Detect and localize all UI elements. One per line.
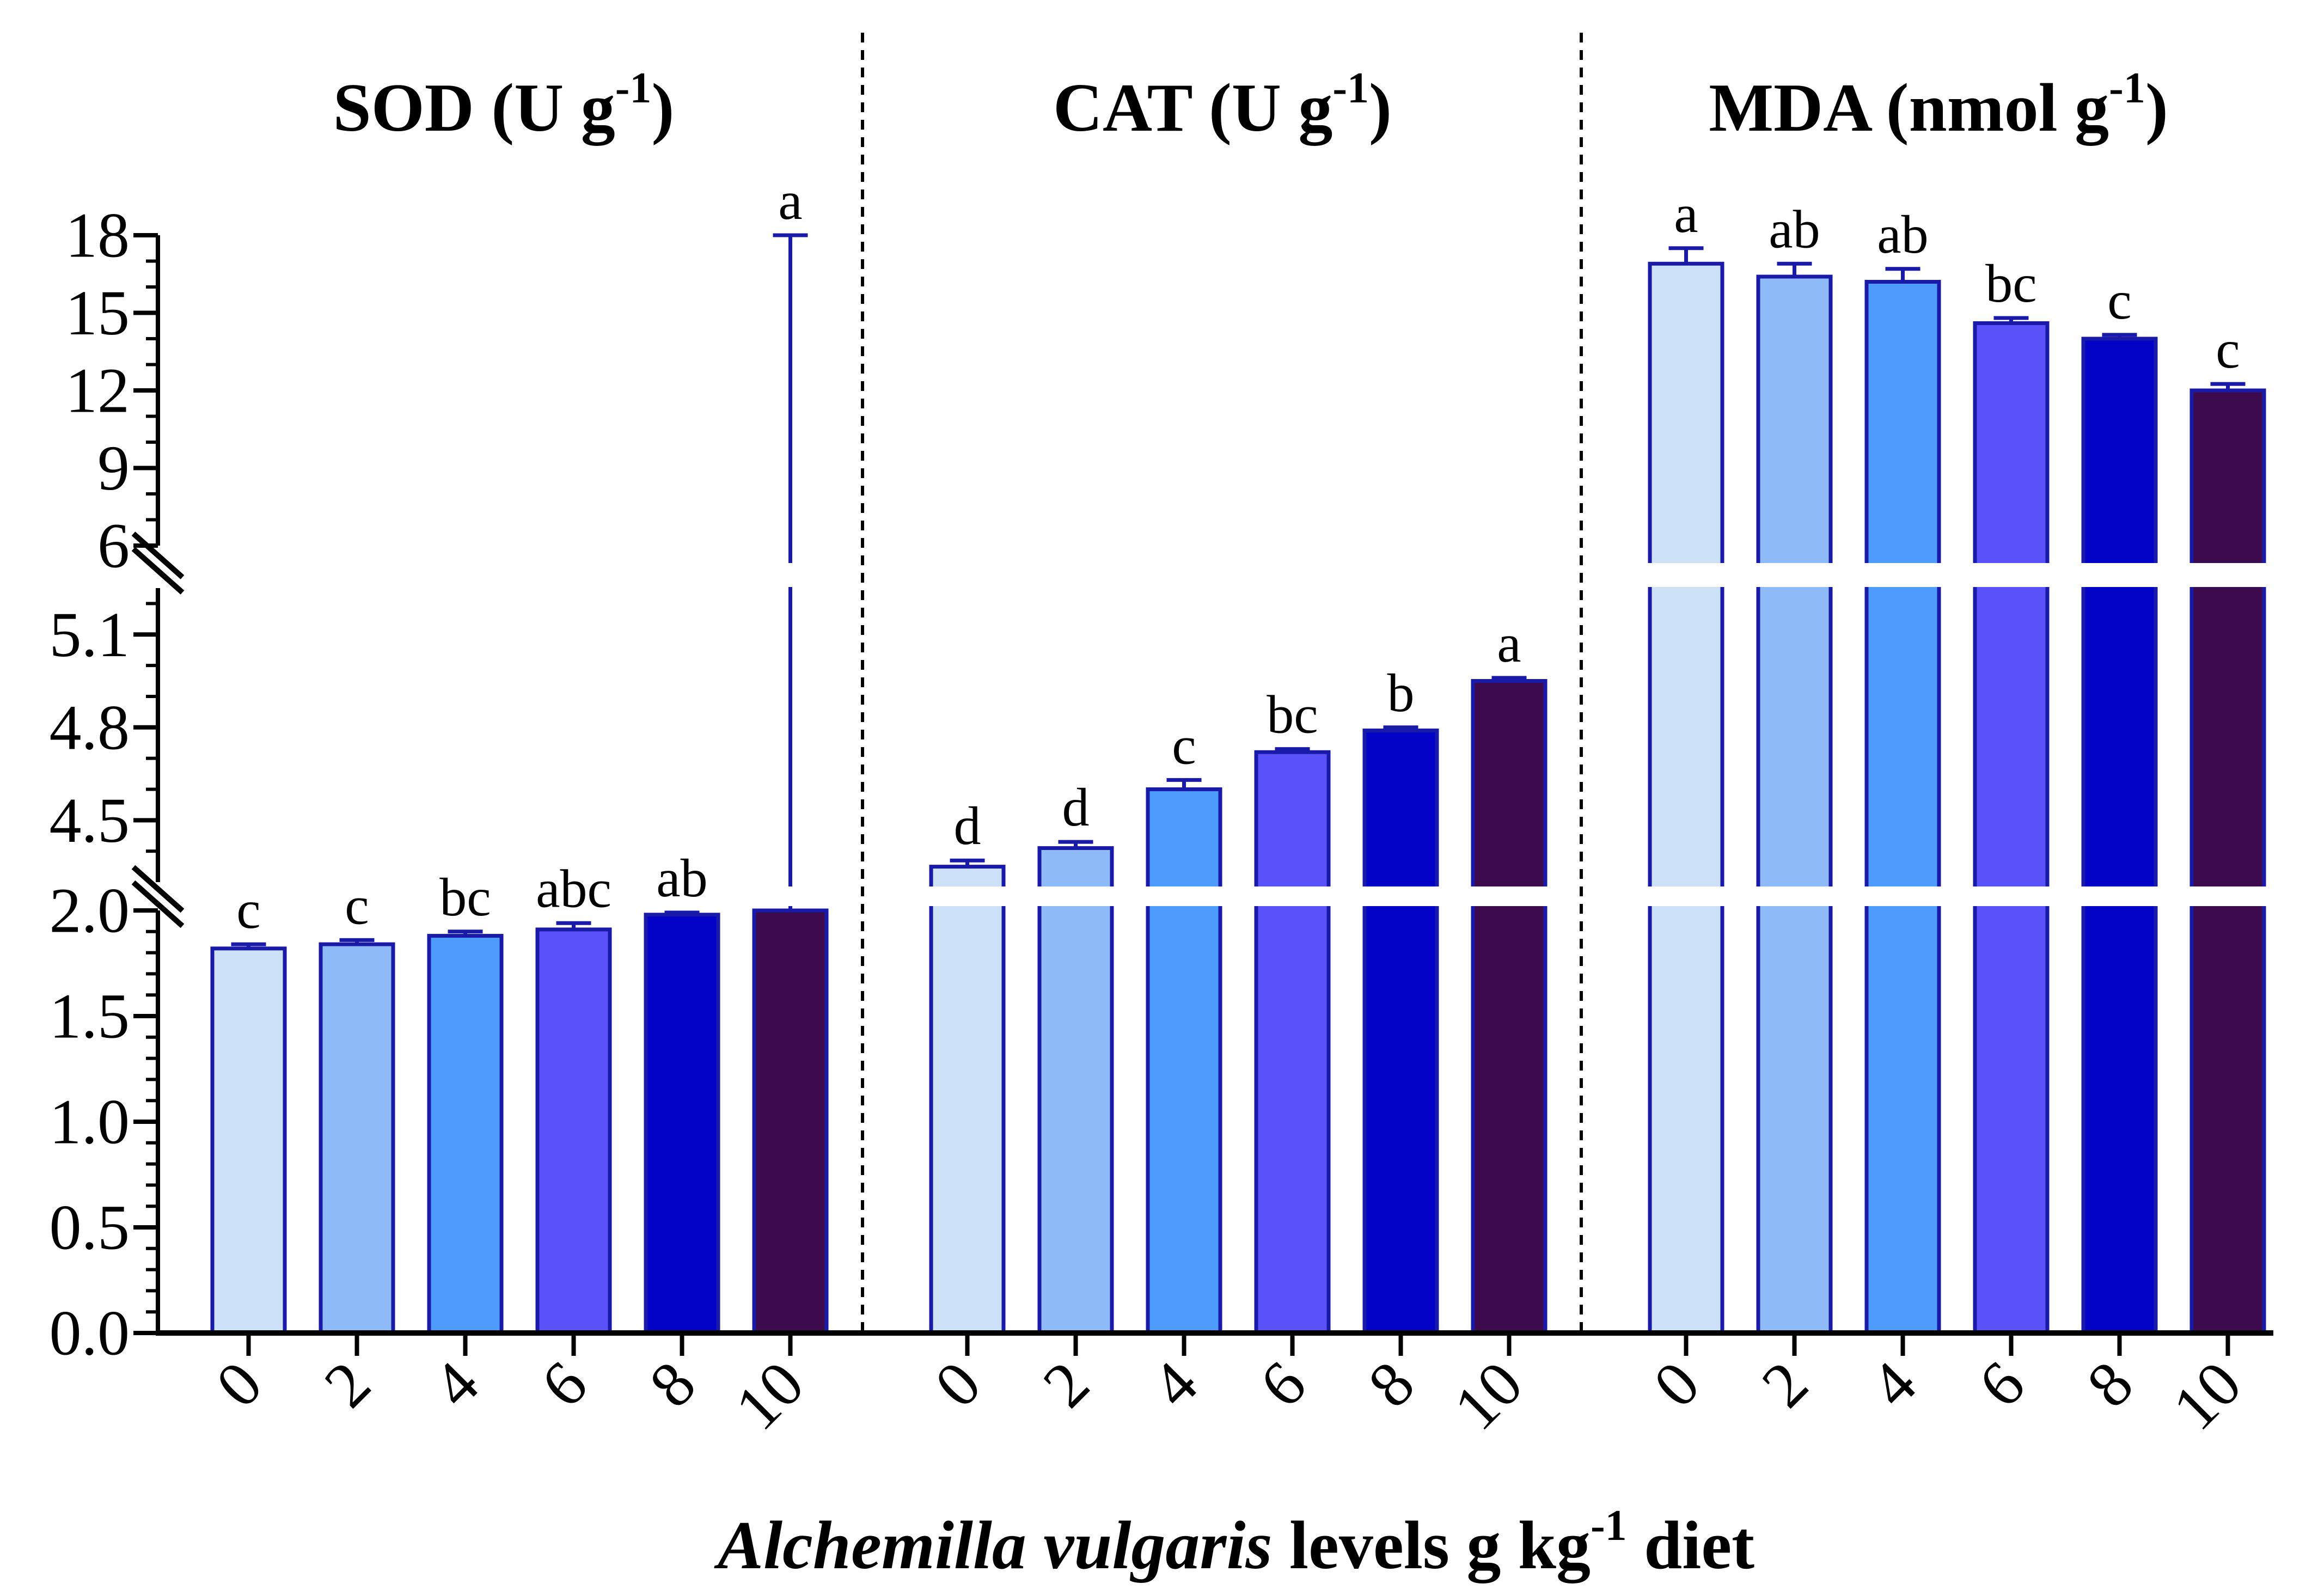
significance-letter-cat-8: b bbox=[1387, 663, 1415, 723]
significance-letter-mda-4: ab bbox=[1877, 204, 1928, 265]
panel-mda bbox=[1648, 246, 2266, 1335]
axis-break-band-2 bbox=[180, 563, 2273, 587]
significance-letter-mda-10: c bbox=[2216, 319, 2240, 380]
panel-title-main: SOD (U g bbox=[333, 70, 615, 146]
significance-letter-cat-10: a bbox=[1497, 613, 1521, 674]
bar-sod-6 bbox=[535, 927, 612, 1335]
x-tick-label-cat-0: 0 bbox=[921, 1348, 994, 1421]
bar-sod-10 bbox=[752, 908, 829, 1335]
y-tick-label-0.5: 0.5 bbox=[50, 1192, 130, 1263]
axes-layer bbox=[131, 33, 2273, 1356]
significance-letter-sod-6: abc bbox=[536, 858, 611, 919]
bar-mda-2 bbox=[1756, 274, 1833, 1335]
panel-title-sod: SOD (U g-1) bbox=[333, 64, 675, 146]
y-tick-label-1.0: 1.0 bbox=[50, 1086, 130, 1158]
x-tick-label-sod-6: 6 bbox=[528, 1348, 601, 1421]
x-tick-label-cat-6: 6 bbox=[1246, 1348, 1319, 1421]
x-tick-label-cat-10: 10 bbox=[1440, 1348, 1536, 1444]
bar-cat-10 bbox=[1471, 679, 1548, 1335]
bar-mda-8 bbox=[2081, 337, 2158, 1335]
x-tick-label-mda-6: 6 bbox=[1965, 1348, 2038, 1421]
x-axis-title: Alchemilla vulgaris levels g kg-1 diet bbox=[714, 1502, 1754, 1583]
panel-title-end: ) bbox=[2145, 70, 2168, 146]
bar-mda-4 bbox=[1864, 280, 1941, 1335]
panel-title-end: ) bbox=[1369, 70, 1392, 146]
significance-letter-sod-10: a bbox=[778, 170, 802, 231]
x-tick-label-cat-2: 2 bbox=[1030, 1348, 1103, 1421]
bar-cat-8 bbox=[1362, 728, 1439, 1335]
x-tick-label-sod-2: 2 bbox=[311, 1348, 384, 1421]
axis-break-band-1 bbox=[180, 886, 2273, 906]
bar-sod-8 bbox=[644, 913, 720, 1335]
bar-sod-0 bbox=[210, 946, 287, 1335]
significance-letter-cat-6: bc bbox=[1267, 684, 1318, 745]
y-tick-label-4.5: 4.5 bbox=[50, 785, 130, 856]
bar-mda-0 bbox=[1648, 261, 1724, 1335]
x-tick-label-cat-8: 8 bbox=[1355, 1348, 1428, 1421]
x-tick-label-mda-8: 8 bbox=[2074, 1348, 2146, 1421]
x-tick-label-mda-2: 2 bbox=[1748, 1348, 1821, 1421]
y-tick-label-9: 9 bbox=[97, 432, 130, 504]
y-tick-label-18: 18 bbox=[65, 200, 130, 271]
significance-letter-cat-0: d bbox=[954, 796, 981, 856]
y-tick-label-5.1: 5.1 bbox=[50, 599, 130, 670]
panel-title-main: MDA (nmol g bbox=[1709, 70, 2109, 146]
bar-cat-2 bbox=[1037, 846, 1114, 1335]
y-tick-label-1.5: 1.5 bbox=[50, 981, 130, 1052]
panel-title-superscript: -1 bbox=[615, 64, 652, 112]
significance-letter-sod-8: ab bbox=[656, 848, 707, 908]
bars-layer bbox=[210, 233, 2266, 1335]
bar-cat-4 bbox=[1146, 787, 1222, 1335]
y-tick-label-6: 6 bbox=[97, 510, 130, 582]
x-tick-label-sod-8: 8 bbox=[636, 1348, 709, 1421]
bar-cat-6 bbox=[1254, 750, 1331, 1335]
significance-letter-mda-2: ab bbox=[1769, 199, 1820, 259]
significance-letter-mda-0: a bbox=[1674, 184, 1698, 244]
significance-letter-sod-0: c bbox=[236, 879, 260, 940]
significance-letter-sod-4: bc bbox=[439, 867, 491, 927]
x-tick-label-mda-0: 0 bbox=[1640, 1348, 1713, 1421]
panel-title-mda: MDA (nmol g-1) bbox=[1709, 64, 2168, 146]
panel-title-main: CAT (U g bbox=[1053, 70, 1332, 146]
x-tick-label-mda-4: 4 bbox=[1857, 1348, 1930, 1421]
y-tick-label-2.0: 2.0 bbox=[50, 875, 130, 946]
bar-mda-6 bbox=[1973, 321, 2050, 1335]
y-tick-label-15: 15 bbox=[65, 277, 130, 348]
x-axis-title-end: diet bbox=[1627, 1508, 1755, 1583]
bar-sod-2 bbox=[319, 942, 395, 1335]
bar-sod-4 bbox=[427, 934, 504, 1335]
significance-letter-mda-8: c bbox=[2107, 270, 2131, 331]
y-tick-label-12: 12 bbox=[65, 355, 130, 426]
panel-title-cat: CAT (U g-1) bbox=[1053, 64, 1392, 146]
axis-break-mark-2-1 bbox=[131, 531, 185, 579]
significance-letter-cat-2: d bbox=[1062, 777, 1090, 837]
y-tick-label-0.0: 0.0 bbox=[50, 1298, 130, 1369]
axis-break-mark-1-1 bbox=[131, 865, 185, 913]
significance-letter-sod-2: c bbox=[345, 875, 369, 935]
axis-break-mark-2-2 bbox=[131, 547, 185, 595]
panel-cat bbox=[929, 676, 1548, 1335]
axis-breaks-layer bbox=[180, 563, 2273, 906]
x-tick-label-mda-10: 10 bbox=[2159, 1348, 2255, 1444]
x-axis-title-italic: Alchemilla vulgaris bbox=[714, 1508, 1273, 1583]
bar-mda-10 bbox=[2189, 388, 2266, 1335]
y-tick-label-4.8: 4.8 bbox=[50, 692, 130, 763]
significance-letter-cat-4: c bbox=[1172, 715, 1196, 775]
panel-sod bbox=[210, 233, 829, 1335]
x-tick-label-sod-0: 0 bbox=[203, 1348, 276, 1421]
bar-cat-0 bbox=[929, 865, 1006, 1335]
x-tick-label-sod-10: 10 bbox=[721, 1348, 817, 1444]
panel-title-superscript: -1 bbox=[1332, 64, 1369, 112]
axis-break-mark-1-2 bbox=[131, 880, 185, 928]
x-tick-label-sod-4: 4 bbox=[419, 1348, 492, 1421]
x-axis-title-rest: levels g kg bbox=[1273, 1508, 1591, 1583]
x-axis-title-superscript: -1 bbox=[1591, 1502, 1627, 1550]
panel-title-end: ) bbox=[651, 70, 674, 146]
panel-title-superscript: -1 bbox=[2109, 64, 2145, 112]
significance-letter-mda-6: bc bbox=[1985, 253, 2036, 314]
x-tick-label-cat-4: 4 bbox=[1138, 1348, 1211, 1421]
